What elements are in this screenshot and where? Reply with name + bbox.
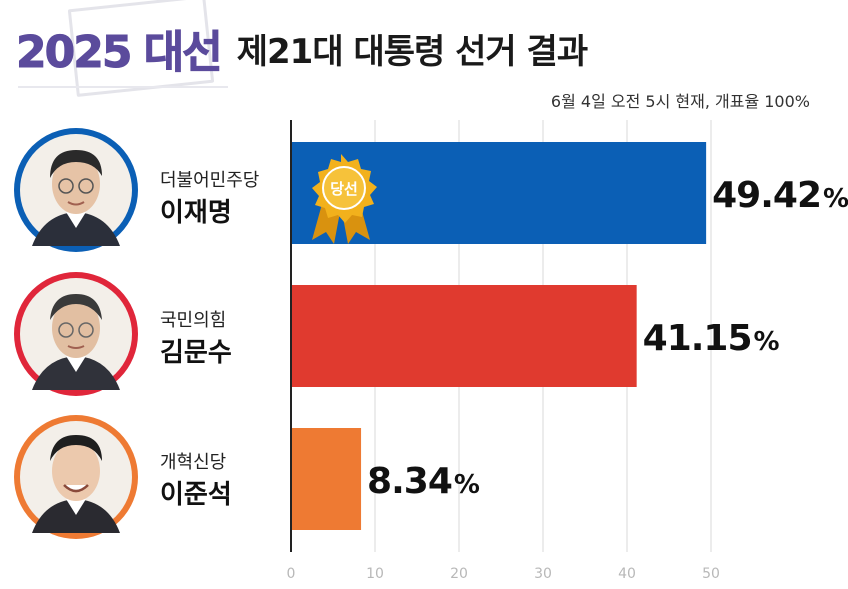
- decorative-underline: [18, 86, 228, 88]
- candidate-name: 이재명: [160, 198, 232, 228]
- x-tick-label: 30: [534, 566, 552, 582]
- candidate-name: 김문수: [160, 338, 232, 368]
- bar: [291, 285, 637, 387]
- party-label: 국민의힘: [160, 310, 227, 331]
- elected-badge: 당선: [312, 154, 377, 244]
- brand-title: 2025 대선: [16, 27, 224, 79]
- x-tick-label: 20: [450, 566, 468, 582]
- bar: [291, 428, 362, 530]
- data-label-unit: %: [754, 327, 780, 357]
- data-label-value: 8.34: [367, 461, 452, 502]
- data-label-value: 41.15: [643, 318, 752, 359]
- avatar-candidate-2: [14, 272, 138, 396]
- data-label-unit: %: [823, 184, 848, 214]
- x-tick-label: 40: [618, 566, 636, 582]
- x-tick-label: 10: [366, 566, 384, 582]
- x-tick-label: 0: [287, 566, 296, 582]
- candidate-name: 이준석: [160, 480, 232, 510]
- count-status-text: 6월 4일 오전 5시 현재, 개표율 100%: [550, 92, 810, 111]
- data-label: 49.42%: [712, 175, 848, 216]
- data-label: 8.34%: [367, 461, 480, 502]
- data-label-unit: %: [454, 470, 480, 500]
- avatar-candidate-3: [14, 415, 138, 539]
- headline: 2025 대선 제21대 대통령 선거 결과: [16, 20, 589, 79]
- x-tick-label: 50: [702, 566, 720, 582]
- data-label: 41.15%: [643, 318, 780, 359]
- page-title: 제21대 대통령 선거 결과: [236, 31, 588, 72]
- party-label: 더불어민주당: [160, 170, 260, 191]
- avatar-candidate-1: [14, 128, 138, 252]
- data-label-value: 49.42: [712, 175, 821, 216]
- party-label: 개혁신당: [160, 452, 227, 473]
- elected-badge-label: 당선: [330, 180, 358, 198]
